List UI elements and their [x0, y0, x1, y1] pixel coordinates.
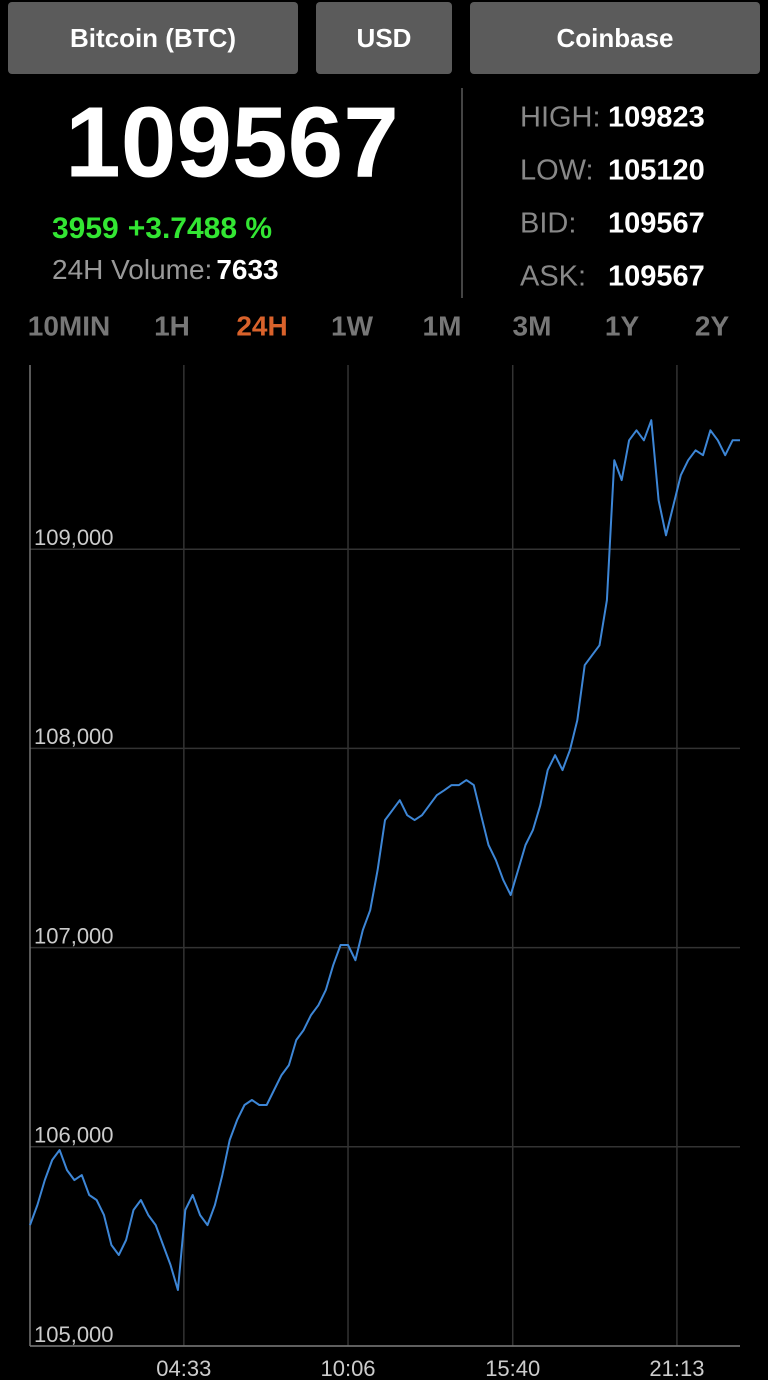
x-tick-label: 15:40 — [485, 1356, 540, 1380]
stat-label: BID: — [520, 208, 576, 240]
tab[interactable]: 1Y — [605, 310, 640, 341]
volume-label: 24H Volume: — [52, 254, 212, 285]
last-price: 109567 — [65, 86, 399, 198]
currency-button-label[interactable]: USD — [357, 23, 412, 53]
tab[interactable]: 1W — [331, 310, 374, 341]
tab[interactable]: 3M — [513, 310, 552, 341]
stat-value: 105120 — [608, 155, 705, 187]
stat-label: ASK: — [520, 261, 586, 293]
stat-value: 109823 — [608, 102, 705, 134]
y-tick-label: 107,000 — [34, 923, 114, 948]
tab[interactable]: 1H — [154, 310, 190, 341]
coin-button[interactable] — [8, 2, 298, 74]
stat-label: HIGH: — [520, 102, 601, 134]
tab[interactable]: 24H — [236, 310, 287, 341]
change: 3959 +3.7488 % — [52, 212, 272, 245]
currency-button[interactable] — [316, 2, 452, 74]
tab[interactable]: 2Y — [695, 310, 730, 341]
stat-value: 109567 — [608, 261, 705, 293]
exchange-button[interactable] — [470, 2, 760, 74]
stat-value: 109567 — [608, 208, 705, 240]
y-tick-label: 105,000 — [34, 1322, 114, 1347]
x-tick-label: 10:06 — [320, 1356, 375, 1380]
coin-button-label[interactable]: Bitcoin (BTC) — [70, 23, 236, 53]
price-line — [29, 419, 740, 1291]
y-tick-label: 106,000 — [34, 1123, 114, 1148]
change-abs: 3959 — [52, 212, 119, 245]
x-tick-label: 21:13 — [649, 1356, 704, 1380]
stat-label: LOW: — [520, 155, 594, 187]
change-pct: +3.7488 % — [128, 212, 272, 245]
tab[interactable]: 10MIN — [28, 310, 110, 341]
tab[interactable]: 1M — [423, 310, 462, 341]
timeframe-tabs: 10MIN 1H 24H 1W 1M 3M 1Y 2Y — [28, 310, 730, 341]
x-tick-label: 04:33 — [156, 1356, 211, 1380]
y-tick-label: 109,000 — [34, 525, 114, 550]
volume: 24H Volume: 7633 — [52, 254, 279, 285]
exchange-button-label[interactable]: Coinbase — [556, 23, 673, 53]
price-chart: 105,000 106,000 107,000 108,000 109,000 04:33… — [29, 365, 740, 1380]
volume-value: 7633 — [216, 254, 278, 285]
y-tick-label: 108,000 — [34, 724, 114, 749]
